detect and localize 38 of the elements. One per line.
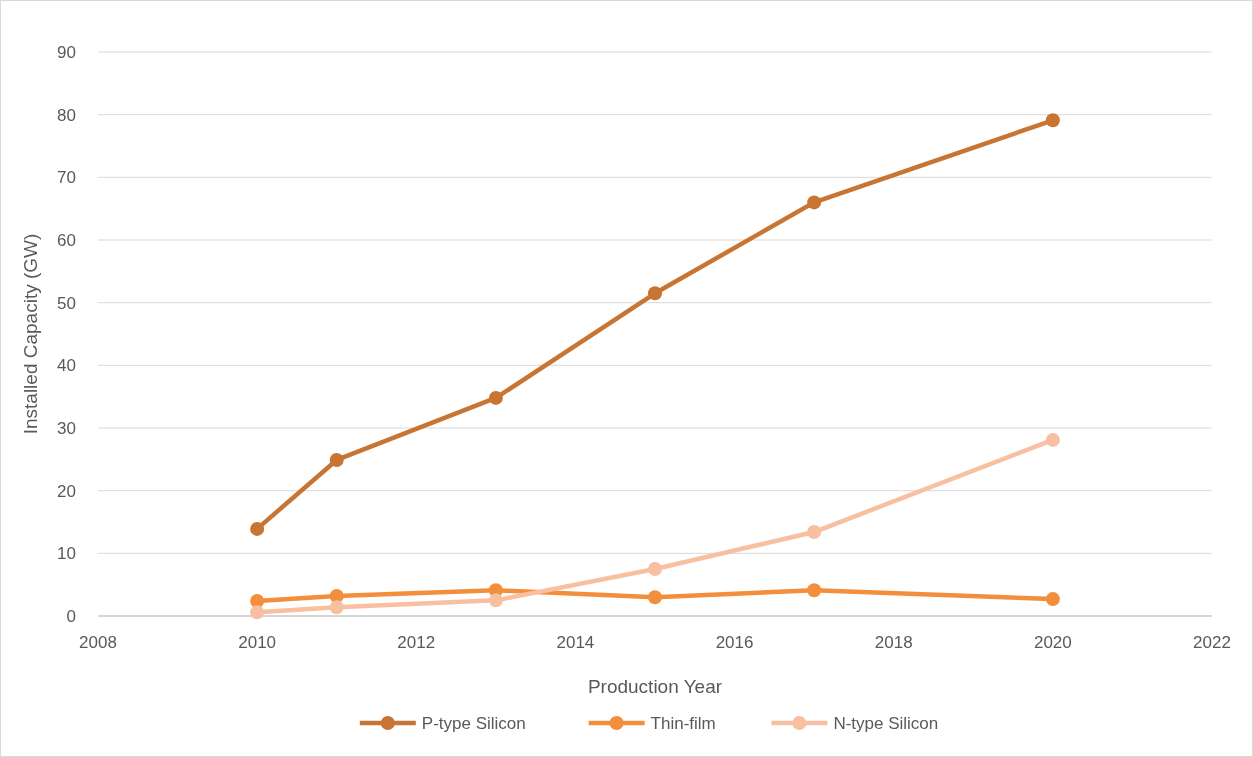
y-tick-label: 60 — [57, 230, 76, 250]
y-tick-label: 10 — [57, 544, 76, 564]
point — [1045, 432, 1060, 447]
x-tick-label: 2020 — [1033, 633, 1072, 652]
x-tick-label: 2010 — [238, 633, 277, 652]
y-axis-title: Installed Capacity (GW) — [20, 233, 41, 435]
y-tick-label: 90 — [57, 42, 76, 62]
x-tick-label: 2008 — [79, 633, 117, 652]
point — [807, 583, 822, 598]
x-tick-label: 2022 — [1193, 633, 1231, 652]
point — [648, 562, 662, 576]
legend-label: N-type Silicon — [833, 713, 939, 733]
y-tick-label: 40 — [57, 356, 76, 376]
x-axis-title: Production Year — [587, 676, 723, 697]
x-tick-label: 2016 — [715, 633, 754, 652]
legend-label: P-type Silicon — [421, 713, 526, 733]
point — [648, 286, 662, 301]
x-tick-label: 2012 — [397, 633, 436, 652]
y-tick-label: 0 — [66, 606, 76, 626]
point — [488, 593, 503, 608]
point — [329, 452, 344, 467]
y-tick-label: 50 — [57, 293, 76, 313]
point — [488, 390, 503, 405]
point — [250, 521, 265, 536]
point — [329, 600, 344, 615]
y-tick-label: 70 — [57, 168, 76, 188]
x-tick-label: 2018 — [874, 633, 913, 652]
point — [1045, 592, 1060, 607]
point — [648, 590, 662, 605]
legend-label: Thin-film — [650, 713, 716, 733]
y-tick-label: 80 — [57, 105, 76, 125]
y-tick-label: 30 — [57, 418, 76, 438]
point — [807, 525, 822, 540]
x-tick-label: 2014 — [556, 633, 595, 652]
point — [807, 195, 822, 210]
point — [1045, 113, 1060, 128]
point — [250, 605, 265, 620]
y-tick-label: 20 — [57, 481, 76, 501]
